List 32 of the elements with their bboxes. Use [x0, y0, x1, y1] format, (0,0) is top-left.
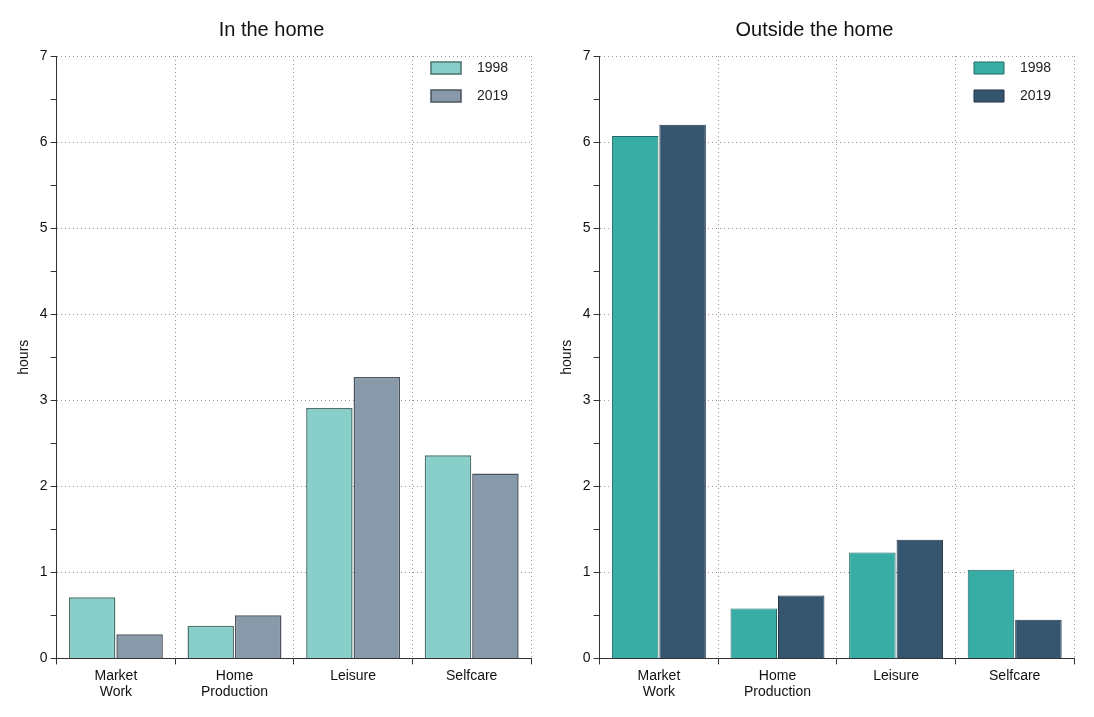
y-tick-label: 5	[582, 218, 591, 235]
x-tick-label: Home Production	[201, 666, 268, 700]
y-tick-label: 1	[39, 563, 48, 580]
y-tick-label: 0	[39, 649, 48, 666]
x-tick-label: Market Work	[94, 666, 138, 700]
x-tick-label: Leisure	[330, 666, 377, 683]
x-tick-label: Home Production	[744, 666, 811, 700]
y-tick-label: 6	[582, 132, 591, 149]
y-tick-label: 0	[582, 649, 591, 666]
x-tick-label: Selfcare	[989, 666, 1041, 683]
x-tick-label: Leisure	[873, 666, 920, 683]
y-axis-title: hours	[15, 339, 32, 375]
y-tick-label: 2	[39, 477, 48, 494]
legend-label: 1998	[1020, 58, 1052, 75]
y-tick-label: 4	[582, 305, 591, 322]
y-tick-label: 2	[582, 477, 591, 494]
chart-title: In the home	[218, 17, 325, 40]
y-tick-label: 1	[582, 563, 591, 580]
y-tick-label: 5	[39, 218, 48, 235]
y-tick-label: 7	[582, 46, 591, 63]
legend-label: 2019	[1020, 86, 1052, 103]
y-tick-label: 6	[39, 132, 48, 149]
y-axis-title: hours	[558, 339, 575, 375]
legend-label: 1998	[477, 58, 509, 75]
y-tick-label: 4	[39, 305, 48, 322]
y-tick-label: 3	[39, 391, 48, 408]
y-tick-label: 3	[582, 391, 591, 408]
legend-label: 2019	[477, 86, 509, 103]
x-tick-label: Selfcare	[446, 666, 498, 683]
y-tick-label: 7	[39, 46, 48, 63]
chart-title: Outside the home	[735, 17, 894, 40]
x-tick-label: Market Work	[637, 666, 681, 700]
